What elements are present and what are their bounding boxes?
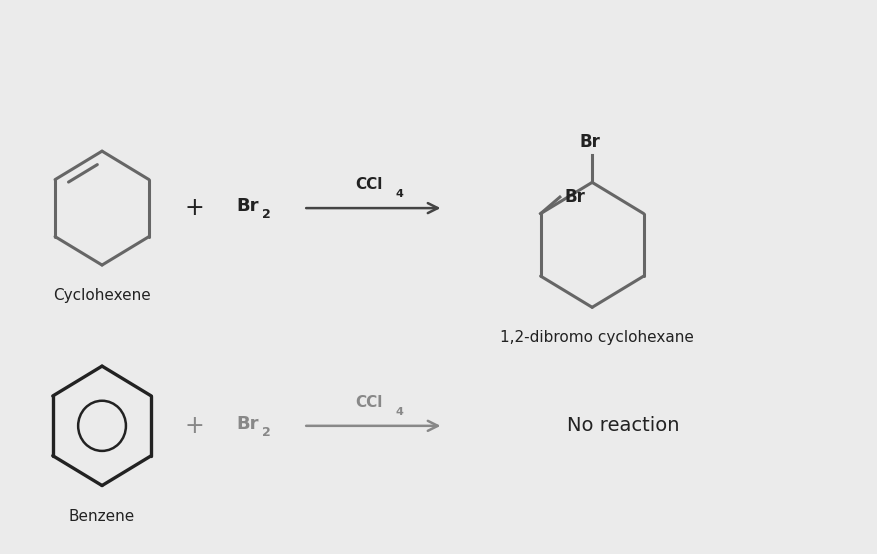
Text: No reaction: No reaction	[566, 416, 678, 435]
Text: 2: 2	[262, 208, 271, 221]
Text: 4: 4	[395, 407, 403, 417]
Text: 2: 2	[262, 426, 271, 439]
Text: CCl: CCl	[355, 177, 382, 192]
Text: CCl: CCl	[355, 395, 382, 410]
Text: Benzene: Benzene	[68, 509, 135, 524]
Text: Br: Br	[564, 188, 584, 206]
Text: 4: 4	[395, 189, 403, 199]
Text: Cyclohexene: Cyclohexene	[53, 288, 151, 303]
Text: +: +	[184, 196, 203, 220]
Text: Br: Br	[236, 415, 258, 433]
Text: 1,2-dibromo cyclohexane: 1,2-dibromo cyclohexane	[499, 330, 693, 345]
Text: Br: Br	[236, 197, 258, 216]
Text: +: +	[184, 414, 203, 438]
Text: Br: Br	[580, 133, 600, 151]
